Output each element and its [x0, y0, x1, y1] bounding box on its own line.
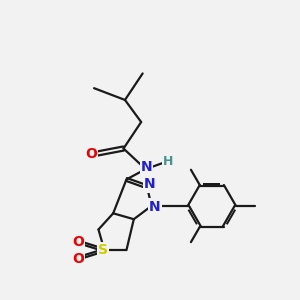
Text: O: O	[85, 147, 97, 161]
Text: H: H	[163, 155, 173, 168]
Text: O: O	[73, 252, 84, 266]
Text: N: N	[141, 160, 152, 174]
Text: N: N	[149, 200, 161, 214]
Text: S: S	[98, 243, 108, 257]
Text: O: O	[73, 235, 84, 249]
Text: N: N	[144, 177, 156, 191]
